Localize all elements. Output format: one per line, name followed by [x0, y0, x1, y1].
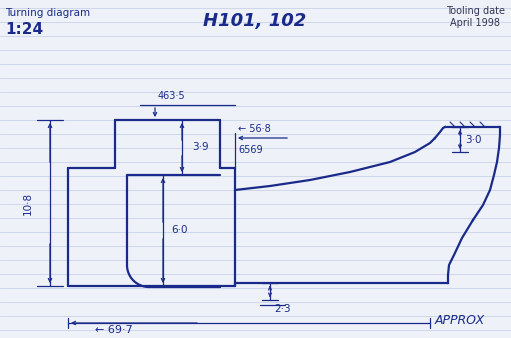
Text: ← 69·7: ← 69·7 — [95, 325, 133, 335]
Text: 10·8: 10·8 — [23, 191, 33, 215]
Text: 3·0: 3·0 — [465, 135, 481, 145]
Text: Turning diagram: Turning diagram — [5, 8, 90, 18]
Text: 6569: 6569 — [238, 145, 263, 155]
Text: 3·9: 3·9 — [192, 142, 208, 152]
Text: 1:24: 1:24 — [5, 22, 43, 37]
Text: Tooling date
April 1998: Tooling date April 1998 — [446, 6, 505, 28]
Text: ← 56·8: ← 56·8 — [238, 124, 271, 134]
Text: 2·3: 2·3 — [274, 304, 291, 314]
Text: APPROX: APPROX — [435, 314, 485, 327]
Text: 463·5: 463·5 — [158, 91, 185, 101]
Text: 6·0: 6·0 — [171, 225, 188, 235]
Text: H101, 102: H101, 102 — [203, 12, 307, 30]
